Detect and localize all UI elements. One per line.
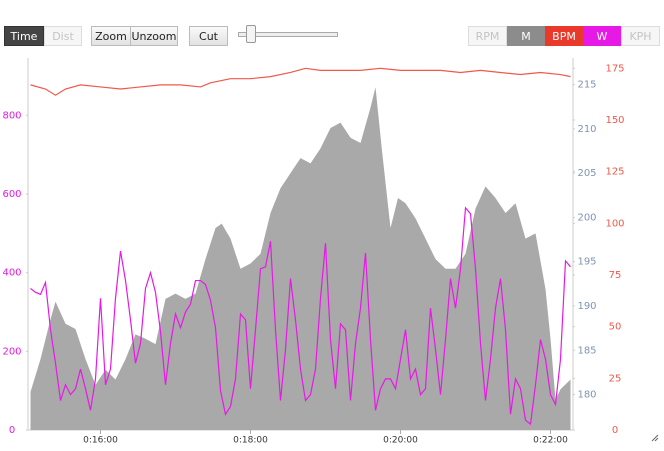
y-tick-label: 800 bbox=[2, 110, 21, 121]
y2-tick-label: 195 bbox=[577, 257, 596, 268]
y2-tick-label: 185 bbox=[577, 345, 596, 356]
y3-tick-label: 125 bbox=[605, 167, 624, 178]
y2-tick-label: 190 bbox=[577, 301, 596, 312]
y2-tick-label: 200 bbox=[577, 212, 596, 223]
slider-track bbox=[238, 32, 338, 37]
series-button[interactable]: W bbox=[583, 26, 621, 46]
y-tick-label: 400 bbox=[2, 268, 21, 279]
y3-tick-label: 50 bbox=[609, 322, 622, 333]
y3-tick-label: 25 bbox=[609, 373, 622, 384]
y-tick-label: 600 bbox=[2, 189, 21, 200]
x-tick-label: 0:22:00 bbox=[533, 436, 568, 446]
series-button[interactable]: BPM bbox=[545, 26, 583, 46]
y3-tick-label: 100 bbox=[605, 218, 624, 229]
y3-tick-label: 75 bbox=[609, 270, 622, 281]
y3-tick-label: 0 bbox=[612, 425, 618, 436]
cut-button[interactable]: Cut bbox=[189, 26, 228, 46]
y-tick-label: 0 bbox=[9, 425, 15, 436]
y2-tick-label: 210 bbox=[577, 124, 596, 135]
series-button[interactable]: M bbox=[507, 26, 545, 46]
kph-button[interactable]: KPH bbox=[621, 26, 660, 46]
y3-tick-label: 150 bbox=[605, 115, 624, 126]
y2-tick-label: 180 bbox=[577, 390, 596, 401]
x-tick-label: 0:18:00 bbox=[233, 436, 268, 446]
elevation-area bbox=[30, 87, 571, 430]
rpm-button[interactable]: RPM bbox=[468, 26, 507, 46]
slider-thumb[interactable] bbox=[246, 25, 256, 43]
series-line bbox=[30, 67, 571, 96]
x-tick-label: 0:16:00 bbox=[83, 436, 118, 446]
unzoom-button[interactable]: Unzoom bbox=[130, 26, 178, 46]
y2-tick-label: 215 bbox=[577, 80, 596, 91]
resize-handle bbox=[651, 434, 659, 442]
zoom-button[interactable]: Zoom bbox=[91, 26, 131, 46]
y-tick-label: 200 bbox=[2, 346, 21, 357]
dist-button[interactable]: Dist bbox=[44, 26, 82, 46]
time-button[interactable]: Time bbox=[4, 26, 44, 46]
series-line bbox=[30, 206, 571, 426]
y3-tick-label: 175 bbox=[605, 63, 624, 74]
x-tick-label: 0:20:00 bbox=[383, 436, 418, 446]
y2-tick-label: 205 bbox=[577, 168, 596, 179]
